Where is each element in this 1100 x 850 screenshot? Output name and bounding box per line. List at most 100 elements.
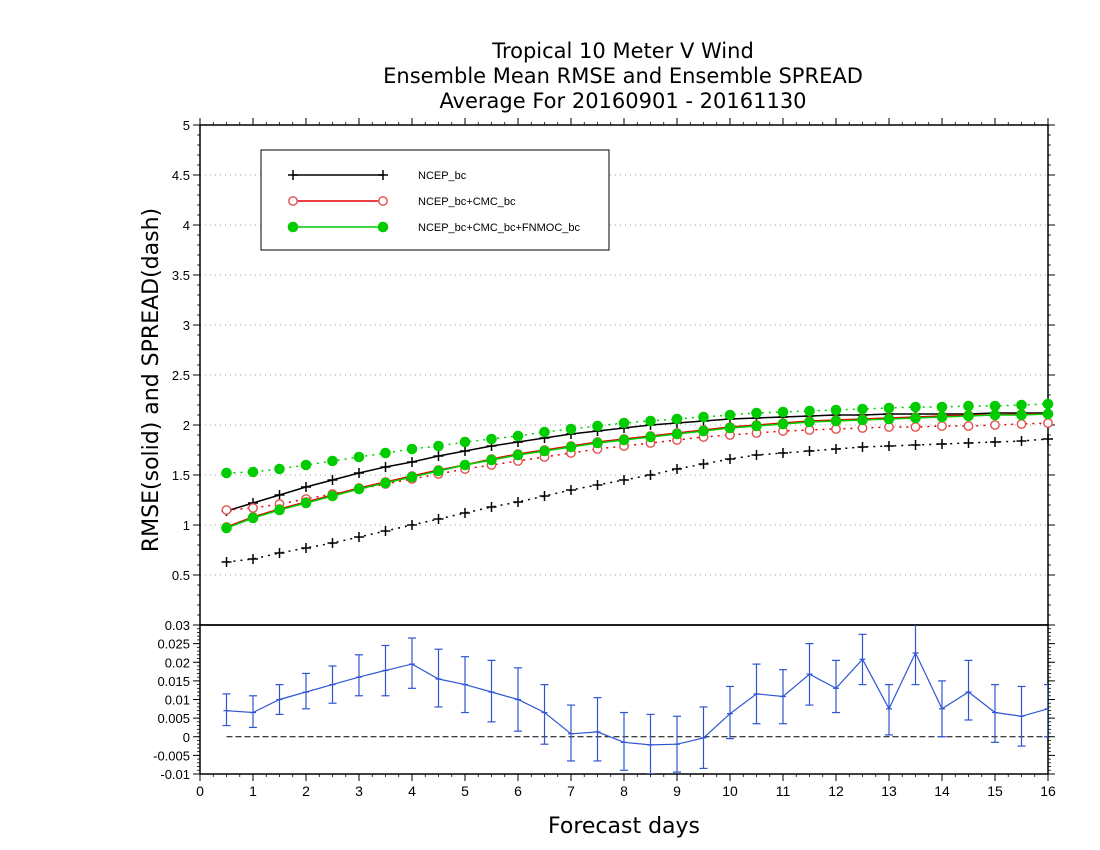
x-tick-label: 4 <box>408 783 416 799</box>
y-tick-label: 0.02 <box>165 655 190 670</box>
x-axis-label: Forecast days <box>548 814 700 839</box>
x-axis: 0 1 2 3 4 5 6 7 8 9 10 11 12 13 14 15 16 <box>196 118 1056 799</box>
spread-point <box>883 402 895 414</box>
rmse-point <box>724 422 736 434</box>
legend-box <box>260 149 610 251</box>
spread-point <box>433 440 444 452</box>
spread-point <box>486 433 497 445</box>
y-tick-label: 3.5 <box>172 268 190 283</box>
spread-line <box>226 403 1049 474</box>
rmse-point <box>883 413 895 425</box>
rmse-point <box>300 497 312 509</box>
spread-point <box>221 505 232 515</box>
spread-point <box>963 421 974 431</box>
legend-marker <box>378 196 388 206</box>
rmse-point <box>539 445 550 457</box>
rmse-point <box>645 431 656 443</box>
y-tick-label: 4.5 <box>172 168 190 183</box>
y-tick-label: 2.5 <box>172 368 190 383</box>
x-tick-label: 14 <box>934 783 950 799</box>
legend-marker <box>377 221 389 233</box>
y-tick-label: -0.01 <box>160 767 190 782</box>
x-tick-label: 1 <box>249 783 257 799</box>
legend-label: NCEP_bc <box>418 170 467 182</box>
legend-marker <box>288 196 298 206</box>
lower-panel: -0.01 -0.005 0 0.005 0.01 0.015 0.02 0.025 0.03 <box>153 618 1055 782</box>
spread-point <box>565 423 577 435</box>
series-2 <box>221 398 1054 534</box>
y-tick-label: 1 <box>183 518 190 533</box>
upper-panel: 0.5 1 1.5 2 2.5 3 3.5 4 4.5 5 <box>172 118 1055 626</box>
rmse-point <box>804 416 815 428</box>
spread-point <box>724 409 736 421</box>
x-tick-label: 6 <box>514 783 522 799</box>
x-tick-label: 13 <box>881 783 897 799</box>
rmse-point <box>592 437 603 449</box>
difference-series <box>222 625 1048 774</box>
spread-point <box>618 417 630 429</box>
spread-point <box>248 503 258 513</box>
rmse-point <box>671 428 683 440</box>
spread-point <box>406 443 418 455</box>
rmse-point <box>1042 408 1054 420</box>
series-0 <box>221 408 1053 567</box>
y-tick-label: 0.015 <box>157 674 190 689</box>
y-tick-label: 3 <box>183 318 190 333</box>
spread-point <box>247 466 259 478</box>
rmse-point <box>751 420 762 432</box>
y-tick-label: 0.03 <box>165 618 190 633</box>
spread-point <box>937 421 947 431</box>
rmse-point <box>777 418 789 430</box>
spread-point <box>380 447 391 459</box>
title-line: Ensemble Mean RMSE and Ensemble SPREAD <box>383 64 863 88</box>
spread-point <box>910 422 921 432</box>
legend-label: NCEP_bc+CMC_bc+FNMOC_bc <box>418 222 580 234</box>
spread-point <box>910 401 921 413</box>
x-tick-label: 5 <box>461 783 469 799</box>
spread-point <box>990 420 1000 430</box>
rmse-point <box>830 415 842 427</box>
y-tick-label: 4 <box>183 218 190 233</box>
spread-point <box>777 406 789 418</box>
x-tick-label: 9 <box>673 783 681 799</box>
y-tick-label: 0.5 <box>172 568 190 583</box>
y-tick-label: 0 <box>183 730 190 745</box>
rmse-line <box>226 413 1048 528</box>
title-line: Tropical 10 Meter V Wind <box>491 39 754 63</box>
rmse-line <box>226 412 1048 512</box>
rmse-point <box>963 410 974 422</box>
x-tick-label: 11 <box>776 783 791 799</box>
rmse-point <box>353 483 365 495</box>
y-tick-label: 0.01 <box>165 693 190 708</box>
spread-point <box>1042 398 1054 410</box>
rmse-point <box>247 512 259 524</box>
legend-label: NCEP_bc+CMC_bc <box>418 196 516 208</box>
y-tick-label: -0.005 <box>153 748 190 763</box>
x-tick-label: 15 <box>987 783 1003 799</box>
rmse-point <box>698 425 709 437</box>
x-tick-label: 0 <box>196 783 204 799</box>
spread-point <box>592 420 603 432</box>
x-tick-label: 2 <box>302 783 310 799</box>
rmse-point <box>380 477 391 489</box>
spread-point <box>645 415 656 427</box>
spread-point <box>221 467 232 479</box>
spread-line <box>226 422 1049 511</box>
spread-point <box>539 426 550 438</box>
spread-point <box>353 451 365 463</box>
y-tick-label: 5 <box>183 118 190 133</box>
y-tick-label: 0.025 <box>157 637 190 652</box>
rmse-point <box>486 454 497 466</box>
legend: NCEP_bc NCEP_bc+CMC_bc NCEP_bc+CMC_bc+FNMO… <box>260 149 610 251</box>
spread-point <box>671 413 683 425</box>
legend-marker <box>287 221 299 233</box>
spread-point <box>512 430 524 442</box>
spread-point <box>327 455 338 467</box>
rmse-point <box>512 449 524 461</box>
spread-point <box>857 403 868 415</box>
spread-point <box>1016 419 1027 429</box>
rmse-point <box>433 465 444 477</box>
rmse-point <box>936 411 948 423</box>
rmse-point <box>618 434 630 446</box>
